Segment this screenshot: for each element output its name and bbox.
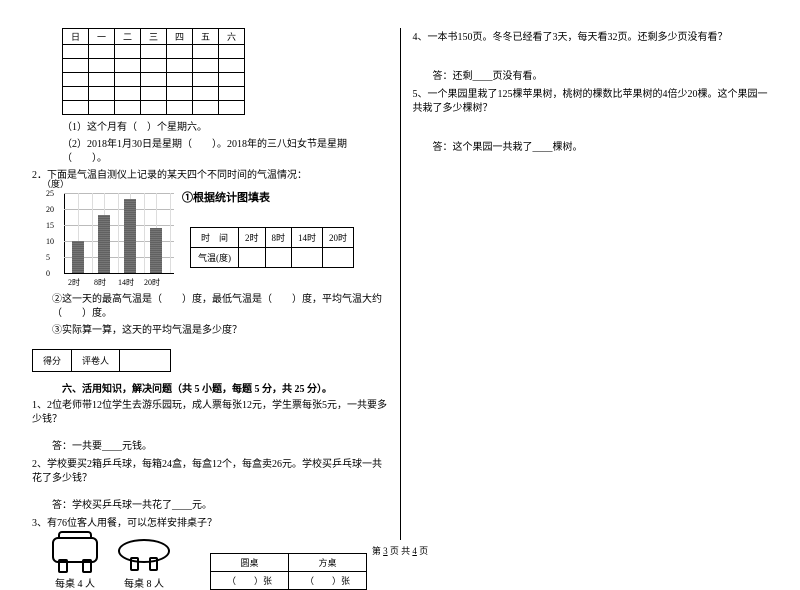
chart-title: ①根据统计图填表 (182, 189, 354, 205)
p2-stem: 2、学校要买2箱乒乓球，每箱24盒，每盒12个，每盒卖26元。学校买乒乓球一共花… (32, 458, 388, 486)
p3-cell-square: （ ）张 (289, 572, 367, 590)
q2-line4: ③实际算一算，这天的平均气温是多少度？ (52, 324, 388, 338)
x-axis (64, 273, 174, 274)
left-column: 日 一 二 三 四 五 六 （1）这个月有（ ）个星期六。 （2）2018年1月… (20, 28, 401, 540)
calendar-head: 三 (141, 29, 167, 45)
score-label: 得分 (33, 350, 72, 371)
round-table-caption: 每桌 8 人 (118, 575, 170, 590)
bar-2h (72, 241, 84, 273)
calendar-head: 五 (193, 29, 219, 45)
calendar-head: 一 (89, 29, 115, 45)
chart-section: （度） 25 20 15 10 5 0 (42, 189, 388, 289)
calendar-head: 四 (167, 29, 193, 45)
calendar-header-row: 日 一 二 三 四 五 六 (63, 29, 245, 45)
square-table-caption: 每桌 4 人 (52, 575, 98, 590)
calendar-table: 日 一 二 三 四 五 六 (62, 28, 245, 115)
temp-th-temp: 气温(度) (191, 248, 239, 268)
score-box: 得分 评卷人 (32, 349, 171, 372)
q-cal-line1: （1）这个月有（ ）个星期六。 (62, 121, 388, 135)
y-axis (64, 193, 65, 273)
p1-answer: 答：一共要____元钱。 (52, 437, 388, 452)
p1-stem: 1、2位老师带12位学生去游乐园玩，成人票每张12元，学生票每张5元，一共要多少… (32, 399, 388, 427)
calendar-head: 二 (115, 29, 141, 45)
bar-14h (124, 199, 136, 273)
p5-stem: 5、一个果园里栽了125棵苹果树，桃树的棵数比苹果树的4倍少20棵。这个果园一共… (413, 88, 769, 116)
grader-label: 评卷人 (72, 350, 120, 371)
q2-line3: ②这一天的最高气温是（ ）度，最低气温是（ ）度，平均气温大约（ ）度。 (52, 293, 388, 321)
temperature-table: 时 间 2时 8时 14时 20时 气温(度) (190, 227, 354, 268)
p3-cell-round: （ ）张 (211, 572, 289, 590)
right-column: 4、一本书150页。冬冬已经看了3天，每天看32页。还剩多少页没有看？ 答：还剩… (401, 28, 781, 540)
calendar-head: 日 (63, 29, 89, 45)
section-6-title: 六、活用知识，解决问题（共 5 小题，每题 5 分，共 25 分）。 (62, 380, 388, 395)
p3-stem: 3、有76位客人用餐，可以怎样安排桌子？ (32, 517, 388, 531)
q-cal-line2: （2）2018年1月30日是星期（ ）。2018年的三八妇女节是星期（ ）。 (62, 138, 388, 166)
q2-stem: 2．下面是气温自测仪上记录的某天四个不同时间的气温情况： (32, 169, 388, 183)
score-blank (120, 350, 170, 371)
bar-8h (98, 215, 110, 273)
bar-20h (150, 228, 162, 273)
temp-th-time: 时 间 (191, 228, 239, 248)
p5-answer: 答：这个果园一共栽了____棵树。 (433, 138, 769, 153)
page-footer: 第 3 页 共 4 页 (0, 544, 800, 557)
chart-right: ①根据统计图填表 时 间 2时 8时 14时 20时 气温(度) (182, 189, 354, 268)
p2-answer: 答：学校买乒乓球一共花了____元。 (52, 496, 388, 511)
page: 日 一 二 三 四 五 六 （1）这个月有（ ）个星期六。 （2）2018年1月… (0, 0, 800, 540)
p3-table: 圆桌 方桌 （ ）张 （ ）张 (210, 553, 367, 590)
p4-answer: 答：还剩____页没有看。 (433, 67, 769, 82)
bar-chart: （度） 25 20 15 10 5 0 (42, 189, 182, 289)
p4-stem: 4、一本书150页。冬冬已经看了3天，每天看32页。还剩多少页没有看？ (413, 31, 769, 45)
calendar-head: 六 (219, 29, 245, 45)
